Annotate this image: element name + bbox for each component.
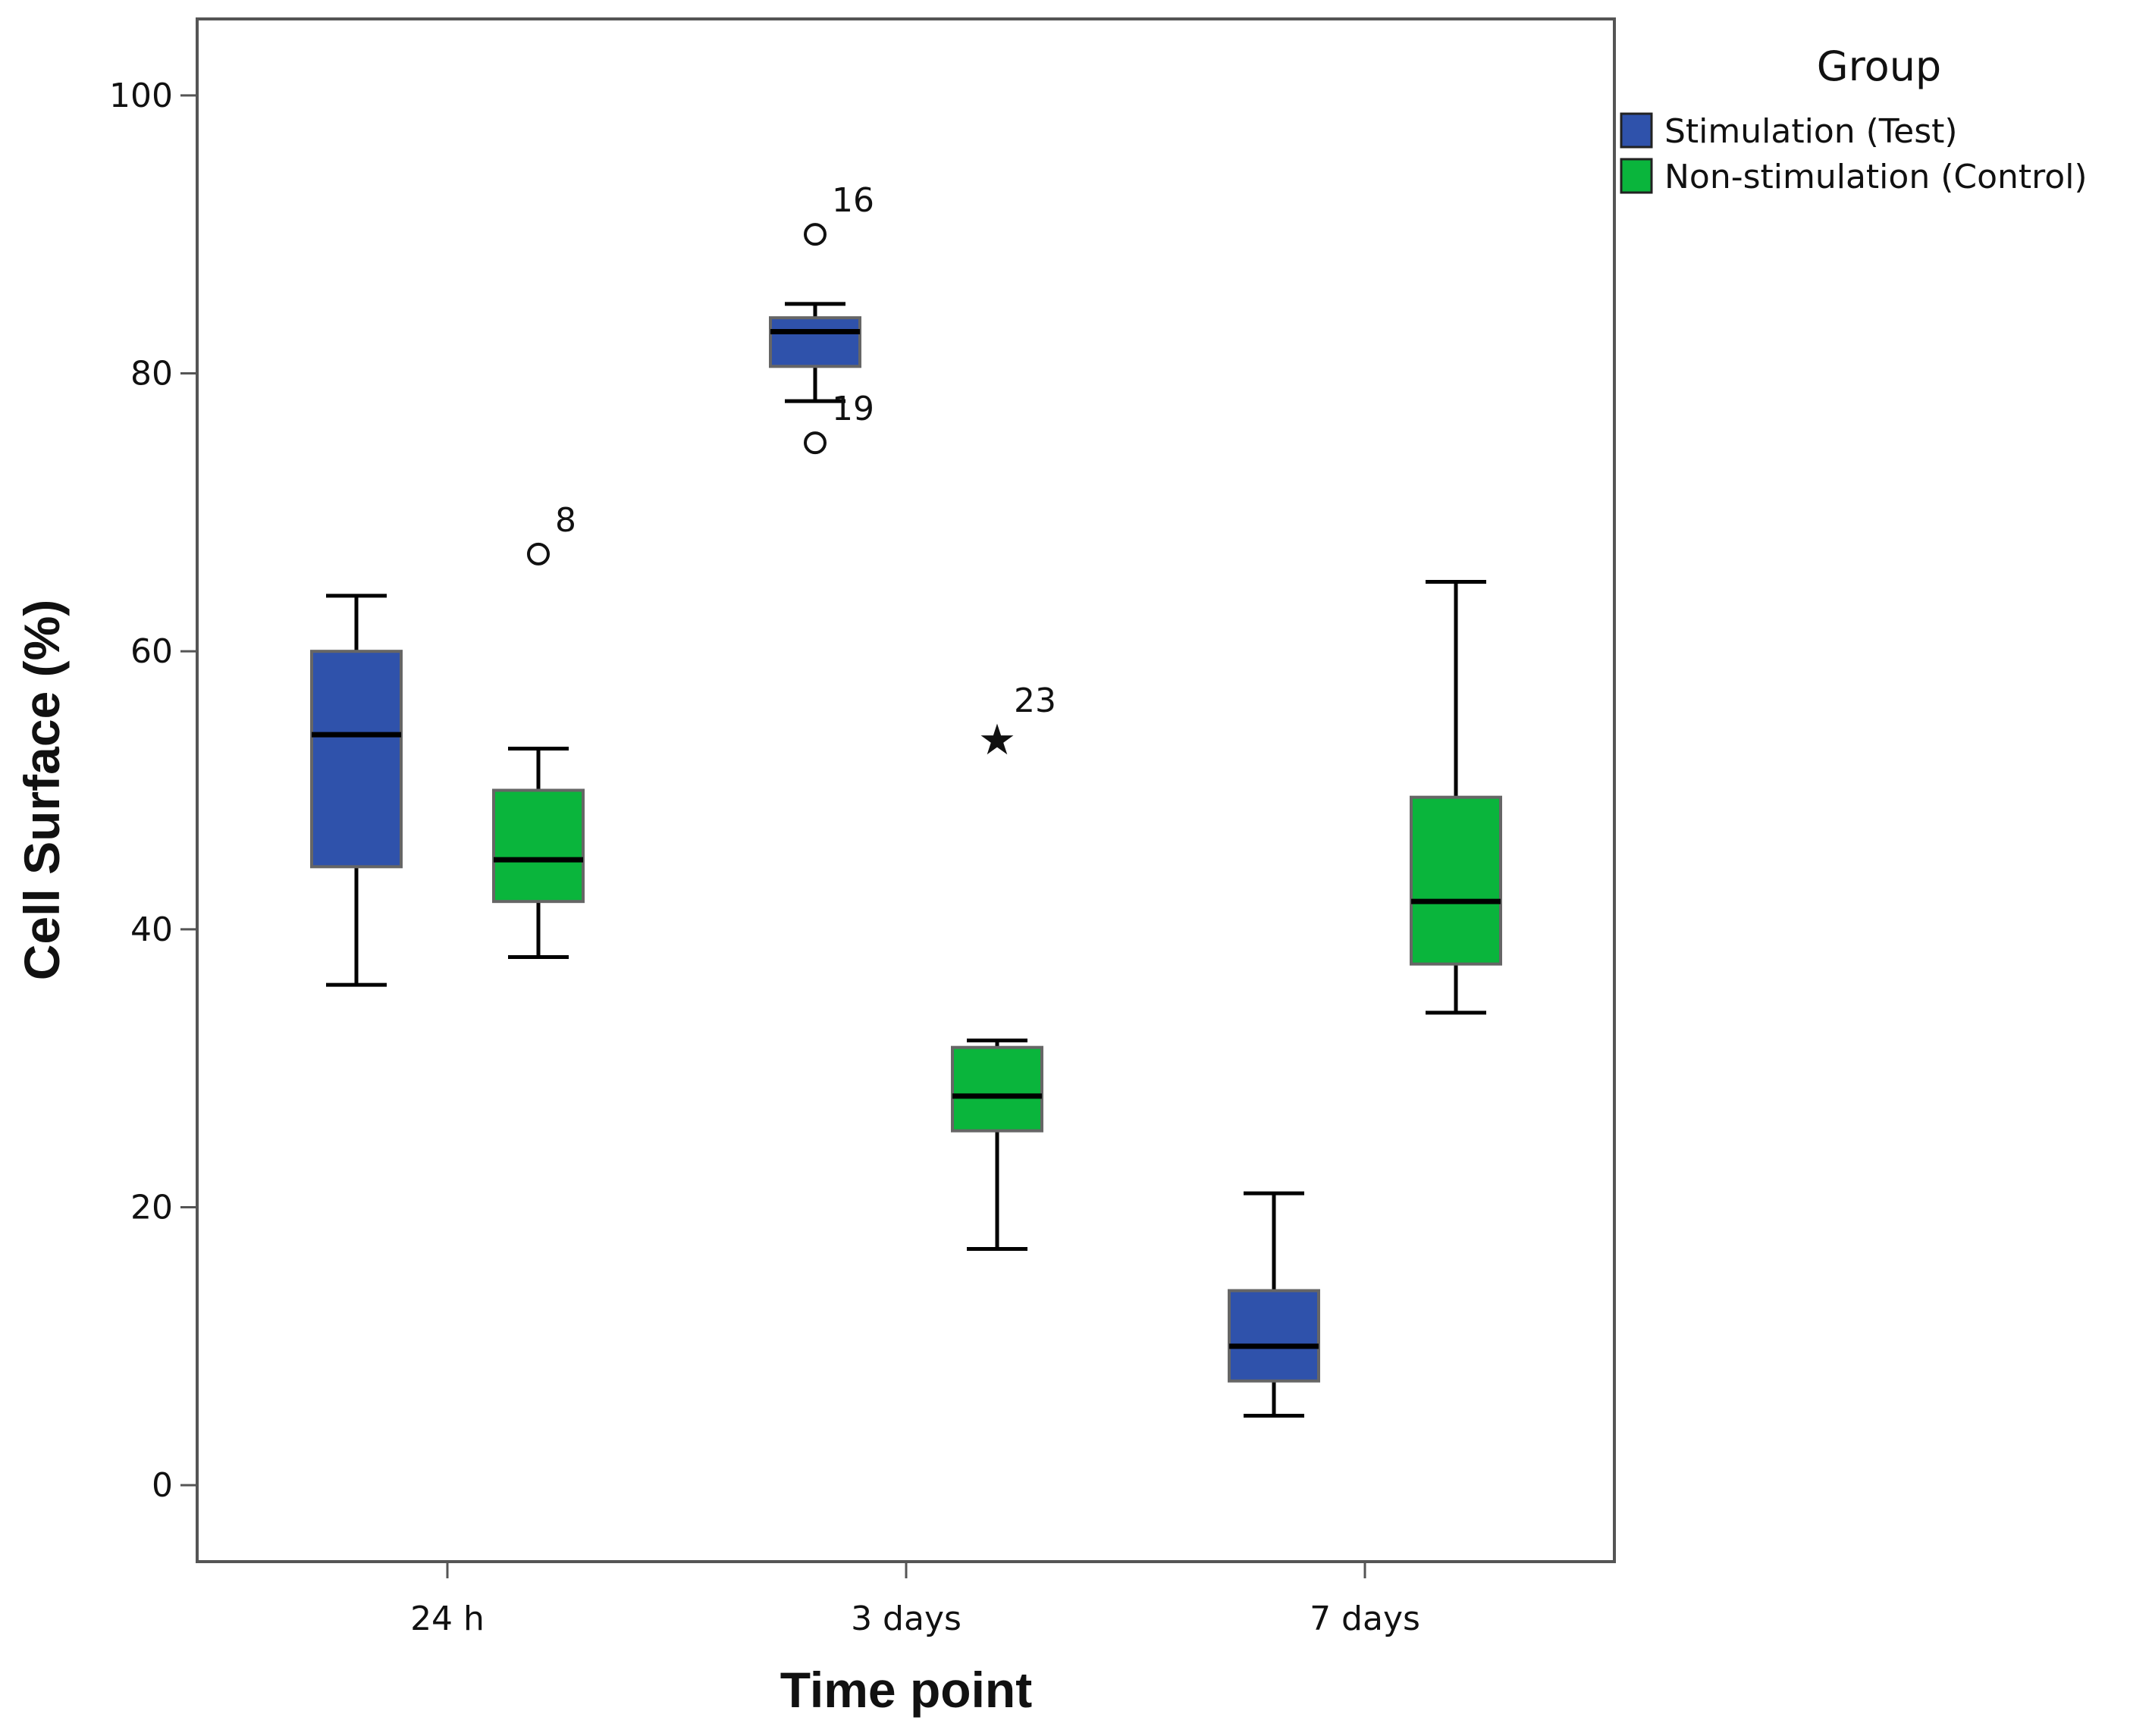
- box-stimulation-test-7-days: [1228, 1191, 1320, 1418]
- box-non-stimulation-control-24-h: [492, 747, 585, 959]
- iqr-box-stimulation-test-7-days: [1228, 1289, 1320, 1383]
- iqr-box-non-stimulation-control-3-days: [951, 1045, 1043, 1133]
- outlier-label-23: 23: [1014, 682, 1056, 720]
- y-tick-label-100: 100: [109, 77, 173, 115]
- extreme-marker-23: ★: [978, 716, 1016, 765]
- iqr-box-stimulation-test-24-h: [310, 650, 403, 869]
- x-tick-label-24-h: 24 h: [410, 1600, 485, 1638]
- x-tick-label-7-days: 7 days: [1310, 1600, 1420, 1638]
- legend-swatch-stimulation: [1620, 112, 1653, 149]
- outlier-marker-8: [527, 542, 550, 566]
- box-non-stimulation-control-7-days: [1410, 580, 1502, 1015]
- y-axis: 0 20 40 60 80 100: [109, 77, 197, 1505]
- plot-frame: [196, 17, 1616, 1563]
- outlier-markers: 16 19 8 ★23: [527, 181, 1056, 765]
- outlier-marker-16: [804, 223, 827, 246]
- y-tick-label-60: 60: [130, 632, 173, 671]
- x-tick-label-3-days: 3 days: [851, 1600, 961, 1638]
- y-axis-title: Cell Surface (%): [14, 600, 70, 980]
- box-series: [310, 302, 1502, 1418]
- legend: Group Stimulation (Test) Non-stimulation…: [1620, 42, 2088, 196]
- outlier-marker-19: [804, 431, 827, 455]
- legend-title: Group: [1817, 42, 1941, 90]
- legend-swatch-control: [1620, 158, 1653, 194]
- box-stimulation-test-3-days: [769, 302, 861, 403]
- iqr-box-non-stimulation-control-24-h: [492, 788, 585, 904]
- iqr-box-non-stimulation-control-7-days: [1410, 795, 1502, 966]
- outlier-label-19: 19: [832, 390, 874, 428]
- outlier-label-16: 16: [832, 181, 874, 220]
- box-non-stimulation-control-3-days: [951, 1039, 1043, 1251]
- legend-label-control: Non-stimulation (Control): [1664, 158, 2088, 196]
- x-axis-title: Time point: [780, 1662, 1032, 1718]
- outlier-label-8: 8: [555, 501, 576, 540]
- box-stimulation-test-24-h: [310, 594, 403, 987]
- y-tick-label-80: 80: [130, 355, 173, 393]
- y-tick-label-40: 40: [130, 910, 173, 949]
- iqr-box-stimulation-test-3-days: [769, 316, 861, 368]
- y-tick-label-0: 0: [152, 1466, 173, 1505]
- x-axis: 24 h 3 days 7 days: [410, 1562, 1420, 1638]
- legend-label-stimulation: Stimulation (Test): [1664, 112, 1958, 151]
- y-tick-label-20: 20: [130, 1189, 173, 1227]
